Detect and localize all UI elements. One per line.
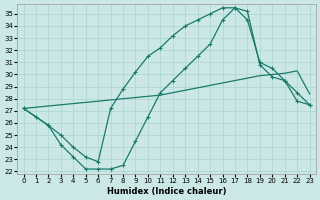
X-axis label: Humidex (Indice chaleur): Humidex (Indice chaleur) bbox=[107, 187, 226, 196]
